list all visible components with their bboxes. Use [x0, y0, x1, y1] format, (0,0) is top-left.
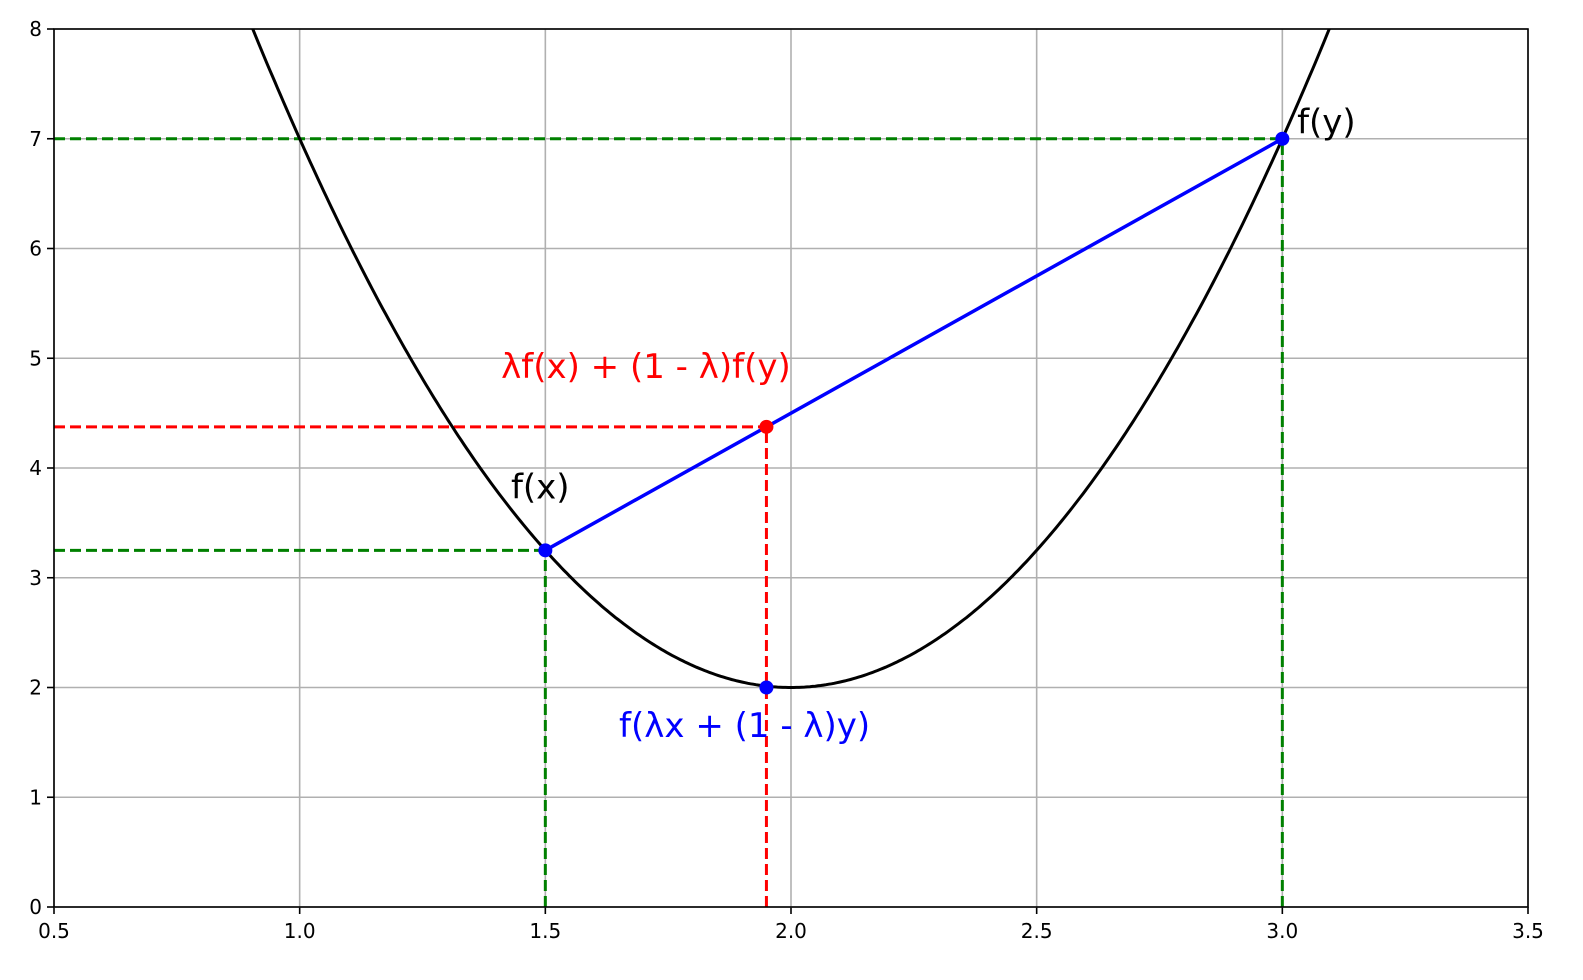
x-tick-label: 3.5 — [1512, 919, 1544, 943]
y-tick-label: 0 — [29, 895, 42, 919]
y-tick-label: 3 — [29, 566, 42, 590]
x-tick-label: 2.5 — [1021, 919, 1053, 943]
function-curve — [251, 29, 1331, 689]
x-tick-label: 1.0 — [284, 919, 316, 943]
annotation-label: f(y) — [1297, 102, 1356, 142]
annotation-label: f(x) — [511, 468, 570, 508]
y-tick-label: 2 — [29, 676, 42, 700]
x-tick-label: 2.0 — [775, 919, 807, 943]
y-tick-label: 5 — [29, 346, 42, 370]
data-point — [538, 543, 553, 558]
y-tick-label: 6 — [29, 237, 42, 261]
data-point — [759, 419, 774, 434]
annotation-label: f(λx + (1 - λ)y) — [619, 706, 870, 746]
x-tick-label: 3.0 — [1266, 919, 1298, 943]
plot-frame — [53, 28, 1529, 908]
y-tick-label: 1 — [29, 785, 42, 809]
y-tick-label: 4 — [29, 456, 42, 480]
x-tick-label: 1.5 — [529, 919, 561, 943]
y-tick-label: 8 — [29, 17, 42, 41]
y-tick-label: 7 — [29, 127, 42, 151]
chord-line — [544, 137, 1284, 552]
data-point — [759, 680, 774, 695]
data-point — [1275, 131, 1290, 146]
annotation-label: λf(x) + (1 - λ)f(y) — [501, 347, 791, 387]
x-tick-label: 0.5 — [38, 919, 70, 943]
